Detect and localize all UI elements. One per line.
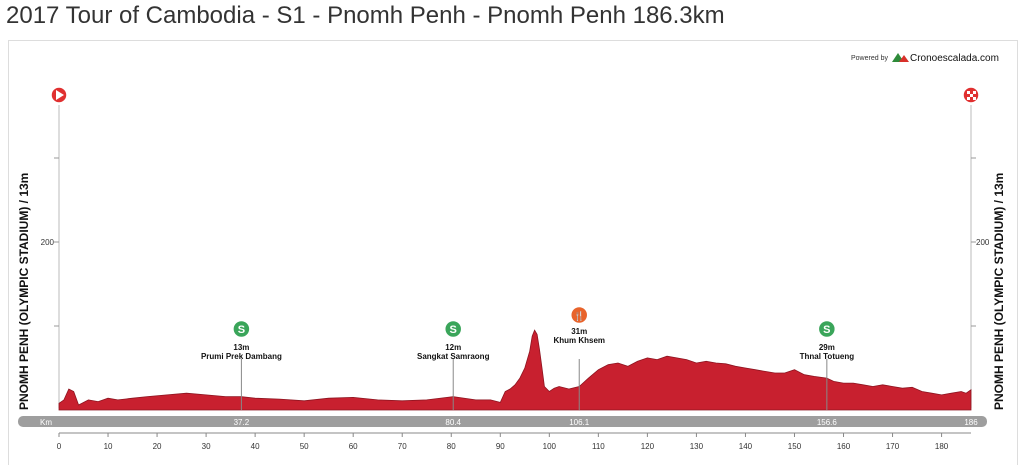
x-tick-label: 150	[788, 442, 802, 451]
x-tick-label: 50	[300, 442, 309, 451]
x-tick-label: 80	[447, 442, 456, 451]
elevation-profile	[58, 329, 972, 411]
marker-altitude: 13m	[233, 343, 249, 352]
x-tick-label: 90	[496, 442, 505, 451]
distance-band-label: Km	[40, 418, 52, 427]
distance-band-value: 186	[964, 418, 978, 427]
sprint-icon	[443, 319, 463, 339]
distance-band-value: 156.6	[817, 418, 838, 427]
sprint-icon	[232, 319, 251, 339]
x-tick-label: 20	[153, 442, 162, 451]
x-tick-label: 30	[202, 442, 211, 451]
y-tick-label-left: 200	[41, 238, 55, 247]
distance-band-value: 106.1	[569, 418, 590, 427]
marker-name: Thnal Totueng	[800, 352, 855, 361]
x-tick-label: 160	[837, 442, 851, 451]
x-tick-label: 110	[592, 442, 605, 451]
x-tick-label: 70	[398, 442, 407, 451]
x-tick-label: 140	[739, 442, 753, 451]
x-tick-label: 130	[690, 442, 704, 451]
marker-glyph: S	[823, 324, 830, 336]
y-tick-label-right: 200	[976, 238, 990, 247]
x-tick-label: 40	[251, 442, 260, 451]
sprint-icon	[817, 319, 837, 339]
x-tick-label: 170	[886, 442, 900, 451]
marker-altitude: 31m	[571, 327, 587, 336]
marker-name: Prumi Prek Dambang	[201, 352, 282, 361]
start-location-label: PNOMH PENH (OLYMPIC STADIUM) / 13m	[17, 173, 31, 410]
credit-powered-by: Powered by	[851, 55, 888, 62]
y-axis: 200 200	[41, 157, 990, 327]
marker-name: Khum Khsem	[553, 336, 605, 345]
cronoescalada-logo-icon	[892, 53, 909, 62]
page-title: 2017 Tour of Cambodia - S1 - Pnomh Penh …	[6, 2, 725, 29]
marker-glyph: S	[450, 324, 457, 336]
x-tick-label: 120	[641, 442, 655, 451]
marker-glyph: 🍴	[574, 310, 585, 322]
x-tick-label: 10	[104, 442, 113, 451]
credit-brand: Cronoescalada.com	[910, 53, 999, 64]
x-tick-label: 0	[57, 442, 62, 451]
distance-band-value: 37.2	[234, 418, 250, 427]
distance-band-value: 80.4	[445, 418, 461, 427]
marker-altitude: 29m	[819, 343, 835, 352]
x-tick-label: 60	[349, 442, 358, 451]
x-tick-label: 100	[543, 442, 557, 451]
marker-glyph: S	[238, 324, 245, 336]
marker-name: Sangkat Samraong	[417, 352, 490, 361]
credit: Powered by Cronoescalada.com	[851, 53, 999, 64]
start-icon	[50, 86, 68, 104]
x-tick-label: 180	[935, 442, 949, 451]
marker-altitude: 12m	[445, 343, 461, 352]
finish-icon	[962, 86, 980, 104]
x-axis: 0 10 20 30 40 50 60 70 80 90 100 110 120 130 140 150 160…	[57, 432, 971, 451]
elevation-area	[58, 329, 972, 411]
feed-zone-icon	[569, 305, 589, 325]
finish-location-label: PNOMH PENH (OLYMPIC STADIUM) / 13m	[992, 173, 1006, 410]
distance-band: Km 37.2 80.4 106.1 156.6 186	[18, 416, 987, 427]
chart-frame	[8, 40, 1018, 465]
distance-band-bar	[18, 416, 987, 427]
